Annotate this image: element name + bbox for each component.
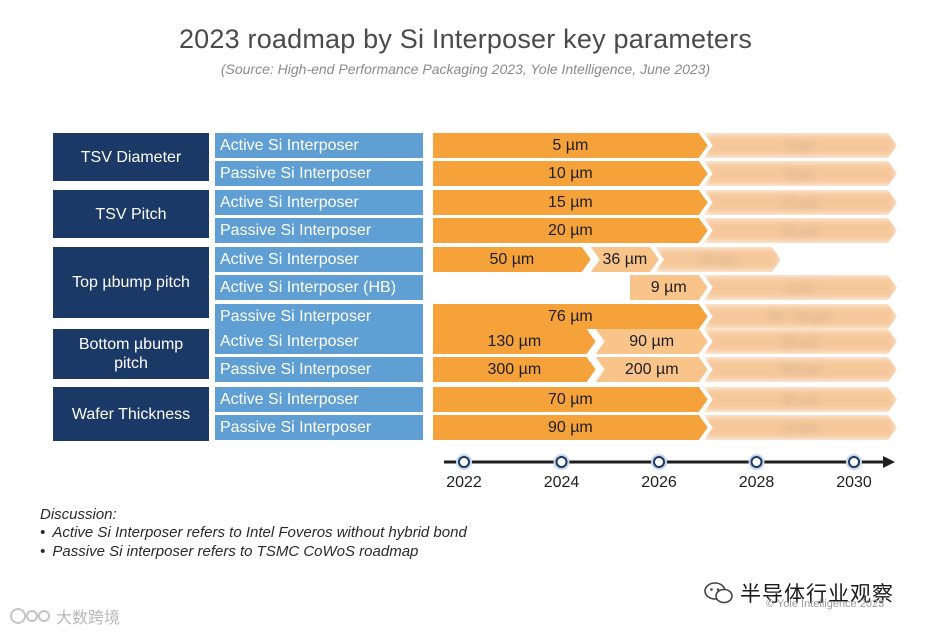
roadmap-bar: 36 µm [591, 247, 659, 272]
discussion-heading: Discussion: [40, 506, 117, 523]
row-label: Passive Si Interposer [215, 415, 423, 440]
blurred-forecast-bar: 15 µm [704, 218, 897, 243]
axis-tick-label: 2026 [641, 474, 677, 491]
row-label: Active Si Interposer [215, 329, 423, 354]
row-label: Active Si Interposer [215, 387, 423, 412]
roadmap-bar: 90 µm [596, 329, 708, 354]
discussion-item-text: Active Si Interposer refers to Intel Fov… [52, 524, 467, 541]
wechat-icon [704, 582, 733, 604]
axis-tick-label: 2030 [836, 474, 872, 491]
row-label: Passive Si Interposer [215, 357, 423, 382]
watermark-text: 大数跨境 [56, 610, 121, 627]
roadmap-bar: 20 µm [433, 218, 708, 243]
roadmap-bar: 76 µm [433, 304, 708, 329]
corner-watermark: 大数跨境 [8, 604, 120, 628]
row-label: Active Si Interposer [215, 247, 423, 272]
chart-title: 2023 roadmap by Si Interposer key parame… [178, 24, 753, 54]
blurred-forecast-bar: 25 µm [655, 247, 781, 272]
roadmap-bar: 70 µm [433, 387, 708, 412]
blurred-forecast-bar: 80 µm [704, 329, 897, 354]
blurred-forecast-bar: 150 µm [704, 357, 897, 382]
axis-tick-marker [848, 456, 860, 468]
row-label: Passive Si Interposer [215, 304, 423, 329]
row-label: Passive Si Interposer [215, 161, 423, 186]
roadmap-bar: 5 µm [433, 133, 708, 158]
blurred-forecast-bar: 8 µm [704, 161, 897, 186]
axis-tick-marker [458, 456, 470, 468]
axis-tick-marker [555, 456, 568, 468]
blurred-forecast-bar: 70 µm [704, 415, 897, 440]
row-label: Active Si Interposer (HB) [215, 275, 423, 300]
category-label: Wafer Thickness [53, 387, 209, 441]
axis-tick-marker [750, 456, 763, 468]
blurred-forecast-bar: 10 µm [704, 190, 897, 215]
blurred-forecast-bar: 60 - 50 µm [704, 304, 897, 329]
axis-tick-label: 2024 [543, 474, 580, 491]
blurred-forecast-bar: 3 µm [704, 275, 897, 300]
row-label: Passive Si Interposer [215, 218, 423, 243]
discussion-item-text: Passive Si interposer refers to TSMC CoW… [52, 543, 419, 560]
category-label: Top µbump pitch [53, 247, 209, 318]
chart-subtitle: (Source: High-end Performance Packaging … [220, 61, 711, 77]
category-label: Bottom µbump pitch [53, 329, 209, 379]
axis-tick-label: 2022 [446, 474, 482, 491]
wechat-watermark: 半导体行业观察 [704, 578, 894, 608]
roadmap-bar: 9 µm [630, 275, 708, 300]
category-label: TSV Diameter [53, 133, 209, 181]
row-label: Active Si Interposer [215, 190, 423, 215]
discussion-item: • Active Si Interposer refers to Intel F… [40, 524, 467, 541]
roadmap-bar: 90 µm [433, 415, 708, 440]
row-label: Active Si Interposer [215, 133, 423, 158]
roadmap-bar: 50 µm [433, 247, 591, 272]
blurred-forecast-bar: 30 µm [704, 387, 897, 412]
discussion-item: • Passive Si interposer refers to TSMC C… [40, 543, 419, 560]
wechat-account-name: 半导体行业观察 [740, 583, 894, 606]
category-label: TSV Pitch [53, 190, 209, 238]
roadmap-bar: 200 µm [596, 357, 708, 382]
axis-tick-marker [653, 456, 665, 468]
copyright-text: © Yole Intelligence 2023 [766, 598, 885, 610]
roadmap-bar: 15 µm [433, 190, 708, 215]
timeline-arrowhead [883, 456, 895, 468]
roadmap-bar: 300 µm [433, 357, 596, 382]
roadmap-bar: 10 µm [433, 161, 708, 186]
roadmap-bar: 130 µm [433, 329, 596, 354]
blurred-forecast-bar: 3 µm [704, 133, 897, 158]
watermark-logo-icon [10, 608, 50, 624]
axis-tick-label: 2028 [738, 474, 775, 491]
